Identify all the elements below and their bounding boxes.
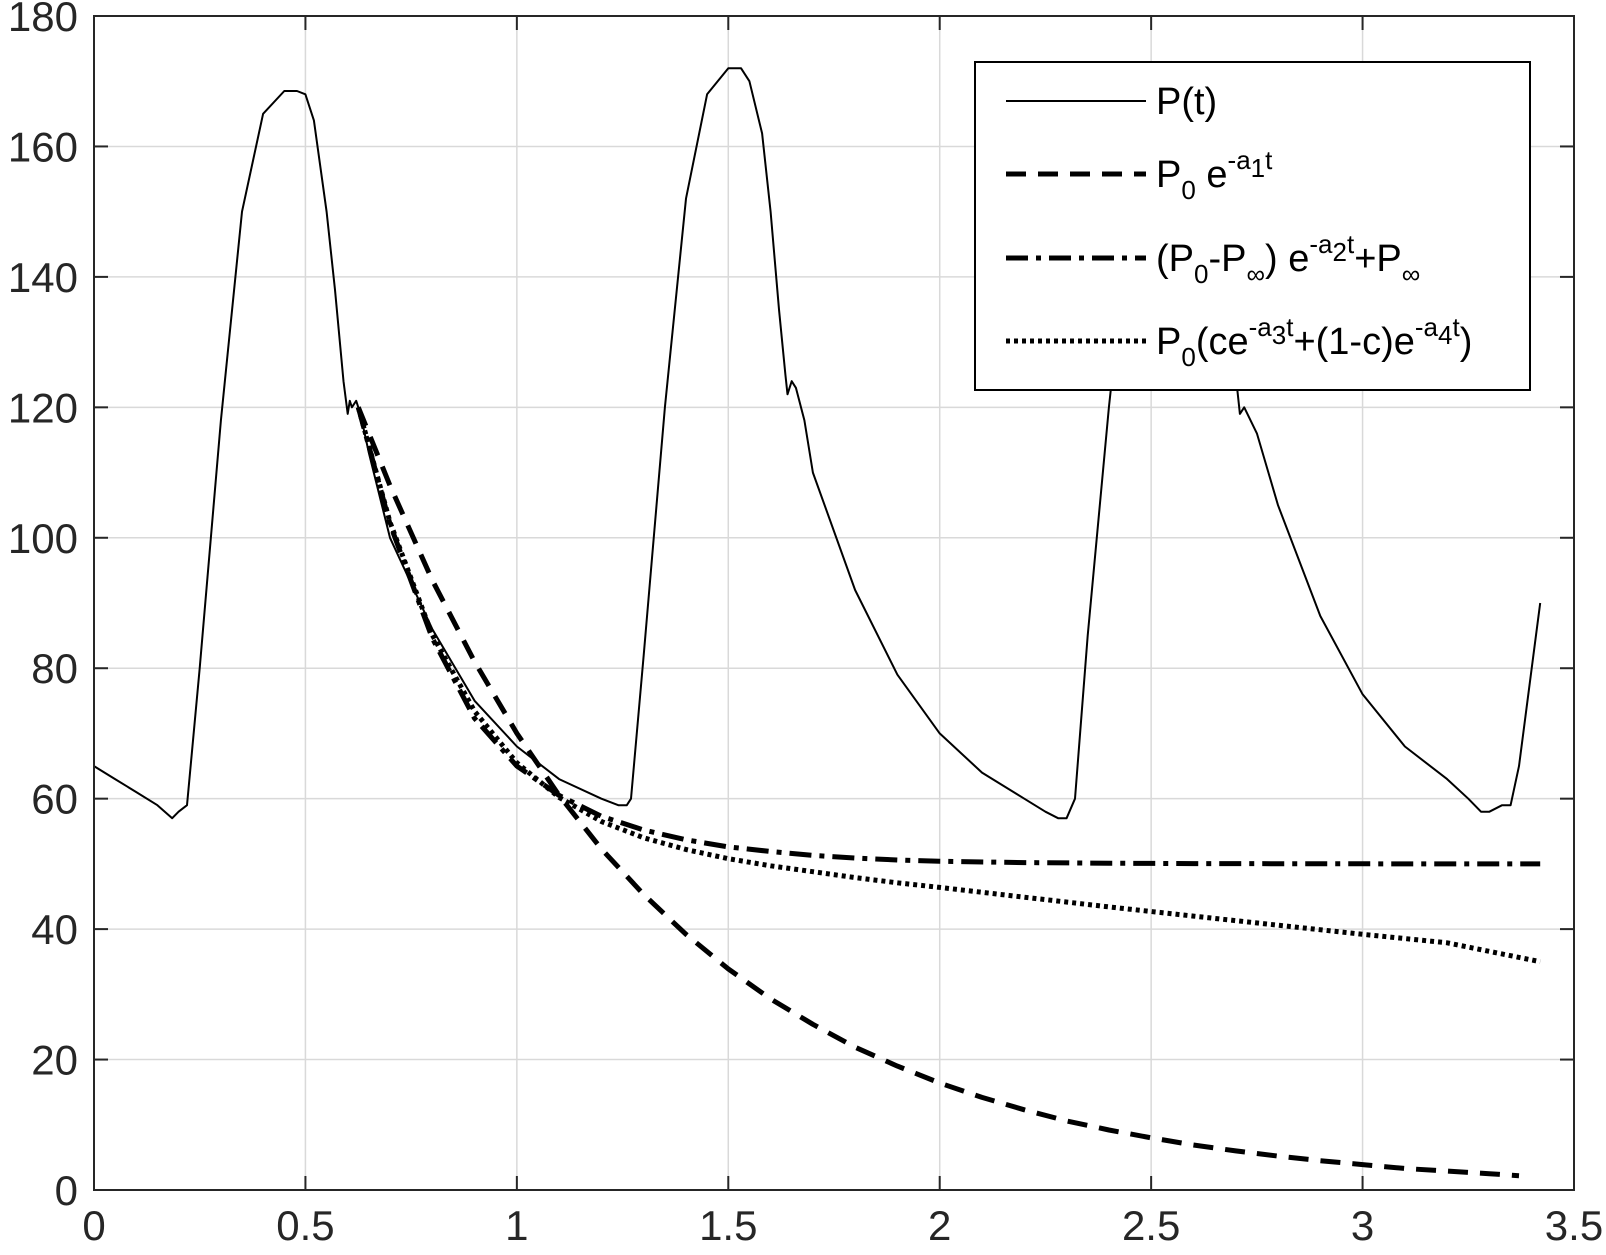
axis-ticks: 0 0.5 1 1.5 2 2.5 3 3.5 0 20 40 60 80 100 120 140 160 180 bbox=[8, 0, 1603, 1249]
series-group bbox=[93, 67, 1542, 1179]
y-tick-label-9: 180 bbox=[8, 0, 78, 40]
x-tick-label-4: 2 bbox=[928, 1202, 951, 1249]
x-tick-label-2: 1 bbox=[505, 1202, 528, 1249]
y-tick-label-3: 60 bbox=[31, 776, 78, 823]
series-line-pt bbox=[93, 67, 1542, 820]
x-tick-label-6: 3 bbox=[1351, 1202, 1374, 1249]
legend-label-s2: (P0-P∞) e-a2t+P∞ bbox=[1156, 229, 1420, 289]
x-tick-label-1: 0.5 bbox=[276, 1202, 334, 1249]
y-tick-label-4: 80 bbox=[31, 645, 78, 692]
legend: P(t) P0 e-a1t (P0-P∞) e-a2t+P∞ P0(ce-a3t… bbox=[974, 61, 1531, 391]
series-line-s3 bbox=[355, 406, 1541, 965]
plot-frame bbox=[93, 15, 1575, 1191]
y-tick-label-2: 40 bbox=[31, 906, 78, 953]
legend-label-s1: P0 e-a1t bbox=[1156, 145, 1273, 205]
y-tick-label-1: 20 bbox=[31, 1037, 78, 1084]
x-tick-label-3: 1.5 bbox=[699, 1202, 757, 1249]
y-tick-label-5: 100 bbox=[8, 515, 78, 562]
y-tick-label-6: 120 bbox=[8, 384, 78, 431]
legend-label-s3: P0(ce-a3t+(1-c)e-a4t) bbox=[1156, 312, 1472, 372]
y-tick-label-7: 140 bbox=[8, 254, 78, 301]
x-tick-label-5: 2.5 bbox=[1122, 1202, 1180, 1249]
series-line-s1 bbox=[355, 406, 1520, 1179]
series-line-s2 bbox=[355, 406, 1541, 867]
x-tick-label-0: 0 bbox=[82, 1202, 105, 1249]
y-tick-label-8: 160 bbox=[8, 123, 78, 170]
y-tick-label-0: 0 bbox=[55, 1167, 78, 1214]
x-tick-label-7: 3.5 bbox=[1545, 1202, 1603, 1249]
legend-label-pt: P(t) bbox=[1156, 81, 1217, 123]
legend-box bbox=[974, 61, 1531, 391]
